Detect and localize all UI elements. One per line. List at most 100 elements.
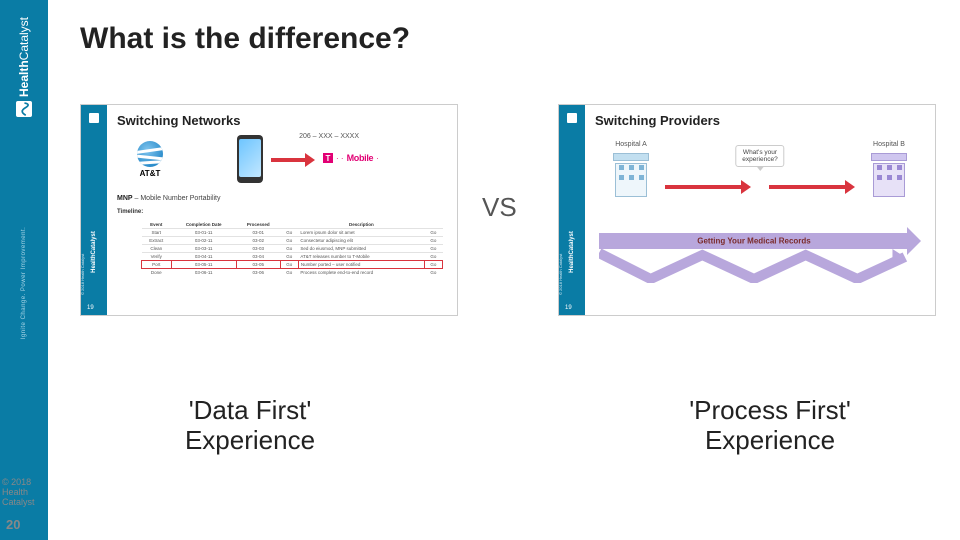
caption-line2: Experience (140, 426, 360, 456)
arrow-right-icon (769, 183, 855, 191)
copyright: © 2018 Health Catalyst (2, 478, 35, 508)
table-row: Port03-05-1103-05GoNumber ported – user … (142, 261, 443, 269)
mini-brand-bar: HealthCatalyst © 2018 Health Catalyst 19 (559, 105, 585, 315)
table-cell: 03-03 (236, 245, 280, 253)
table-header: Description (298, 221, 424, 229)
table-cell: 03-06-11 (171, 269, 236, 277)
phone-number: 206 – XXX – XXXX (299, 133, 359, 140)
arrow-right-icon (271, 155, 315, 165)
mini-copyright: © 2018 Health Catalyst (80, 254, 85, 295)
tmobile-t-icon: T (323, 153, 333, 163)
table-cell: Go (424, 229, 442, 237)
table-cell: Go (280, 237, 298, 245)
hospital-b: Hospital B (859, 157, 919, 197)
mnp-line: MNP – Mobile Number Portability (117, 195, 221, 202)
table-row: Start03-01-1103-01GoLorem ipsum dolor si… (142, 229, 443, 237)
att-logo: AT&T (137, 141, 163, 178)
mini-brand-name: HealthCatalyst (91, 231, 97, 273)
table-cell: 03-02-11 (171, 237, 236, 245)
records-arrow-head-icon (907, 227, 921, 255)
caption-line1: 'Process First' (650, 396, 890, 426)
table-cell: Go (424, 261, 442, 269)
mini-page-number: 19 (565, 305, 572, 311)
thumbnail-switching-networks: HealthCatalyst © 2018 Health Catalyst 19… (80, 104, 458, 316)
tmobile-label: Mobile (347, 153, 374, 163)
brand-logo: HealthCatalyst (16, 17, 32, 117)
table-row: Extract03-02-1103-02GoConsectetur adipis… (142, 237, 443, 245)
timeline-label: Timeline: (117, 209, 143, 215)
table-row: Clean03-03-1103-03GoSed do eiusmod, MNP … (142, 245, 443, 253)
table-cell: 03-02 (236, 237, 280, 245)
mini-brand-mark-icon (89, 113, 99, 123)
brand-name: HealthCatalyst (17, 17, 31, 97)
table-cell: Go (280, 261, 298, 269)
table-row: Done03-06-1103-06GoProcess complete end-… (142, 269, 443, 277)
hospital-a: Hospital A (601, 157, 661, 197)
table-cell: Consectetur adipiscing elit (298, 237, 424, 245)
table-cell: Port (142, 261, 172, 269)
hospital-a-label: Hospital A (601, 141, 661, 148)
tmobile-dots-icon: · (376, 154, 379, 163)
table-cell: Go (424, 253, 442, 261)
table-header: Event (142, 221, 172, 229)
brand-name-strong: Health (17, 60, 31, 97)
table-cell: Go (280, 245, 298, 253)
caption-line2: Experience (650, 426, 890, 456)
table-cell: Process complete end-to-end record (298, 269, 424, 277)
records-zigzag-icon (599, 249, 909, 283)
brand-name-light: Catalyst (17, 17, 31, 60)
brand-tagline: Ignite Change. Power Improvement. (21, 227, 27, 340)
arrow-right-icon (665, 183, 751, 191)
table-header: Completion Date (171, 221, 236, 229)
table-header (280, 221, 298, 229)
caption-line1: 'Data First' (140, 396, 360, 426)
hospital-a-icon (607, 157, 655, 197)
thumb-title: Switching Networks (117, 113, 241, 128)
slide-title: What is the difference? (80, 22, 410, 56)
table-cell: Go (280, 253, 298, 261)
table-cell: Go (280, 229, 298, 237)
provider-row: Hospital A What's your experience? Hospi… (595, 139, 925, 217)
records-bar: Getting Your Medical Records (599, 233, 909, 249)
hospital-b-icon (865, 157, 913, 197)
brand-bar: HealthCatalyst Ignite Change. Power Impr… (0, 0, 48, 540)
table-header: Processed (236, 221, 280, 229)
table-cell: 03-05-11 (171, 261, 236, 269)
table-cell: Extract (142, 237, 172, 245)
records-label: Getting Your Medical Records (697, 237, 811, 246)
table-cell: Done (142, 269, 172, 277)
att-globe-icon (137, 141, 163, 167)
table-row: Verify03-04-1103-04GoAT&T releases numbe… (142, 253, 443, 261)
tmobile-dots-icon: · · (336, 154, 344, 163)
mini-brand-name: HealthCatalyst (569, 231, 575, 273)
table-cell: 03-05 (236, 261, 280, 269)
table-cell: AT&T releases number to T-Mobile (298, 253, 424, 261)
caption-process-first: 'Process First' Experience (650, 396, 890, 456)
mini-page-number: 19 (87, 305, 94, 311)
mnp-abbr: MNP (117, 195, 133, 202)
table-cell: Go (424, 237, 442, 245)
table-cell: Number ported – user notified (298, 261, 424, 269)
table-cell: 03-04 (236, 253, 280, 261)
tmobile-logo: T · · Mobile · (323, 153, 380, 163)
table-cell: 03-01 (236, 229, 280, 237)
page-number: 20 (6, 517, 20, 532)
caption-data-first: 'Data First' Experience (140, 396, 360, 456)
table-cell: Verify (142, 253, 172, 261)
experience-bubble: What's your experience? (735, 145, 784, 167)
table-cell: Go (424, 269, 442, 277)
mini-brand-mark-icon (567, 113, 577, 123)
table-cell: Go (280, 269, 298, 277)
table-cell: Start (142, 229, 172, 237)
vs-label: VS (482, 192, 517, 223)
table-cell: Go (424, 245, 442, 253)
hospital-b-label: Hospital B (859, 141, 919, 148)
carrier-row: 206 – XXX – XXXX AT&T T · · Mobile · (117, 133, 449, 189)
att-label: AT&T (137, 169, 163, 178)
table-cell: 03-06 (236, 269, 280, 277)
table-cell: Clean (142, 245, 172, 253)
mnp-full: – Mobile Number Portability (135, 195, 221, 202)
table-header (424, 221, 442, 229)
mini-copyright: © 2018 Health Catalyst (558, 254, 563, 295)
table-cell: 03-04-11 (171, 253, 236, 261)
